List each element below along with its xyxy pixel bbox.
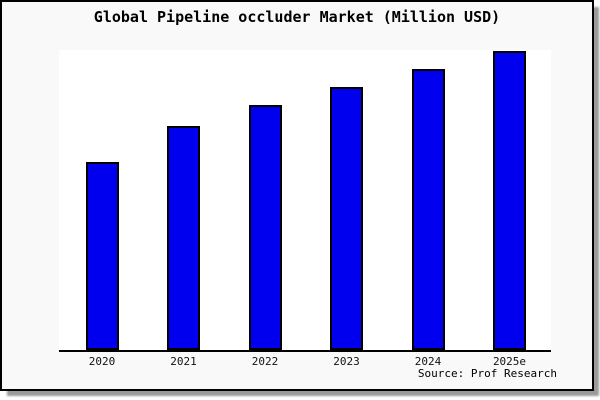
x-tick-label-2024: 2024 xyxy=(414,355,442,368)
bar-2022 xyxy=(248,105,282,350)
bar-2023 xyxy=(330,87,363,350)
x-tick-label-2025e: 2025e xyxy=(492,355,527,368)
bar-2020 xyxy=(85,162,119,350)
bar-2021 xyxy=(167,126,200,350)
x-tick-label-2021: 2021 xyxy=(170,355,197,368)
x-axis-ticks: 2020 2021 2022 2023 2024 2025e xyxy=(2,355,592,369)
bar-2024 xyxy=(411,69,445,350)
bar-2025e xyxy=(493,51,526,350)
x-tick-label-2020: 2020 xyxy=(88,355,116,368)
plot-area xyxy=(59,50,551,352)
x-tick-label-2022: 2022 xyxy=(251,355,279,368)
chart-title: Global Pipeline occluder Market (Million… xyxy=(93,8,501,26)
source-credit: Source: Prof Research xyxy=(417,367,557,380)
chart-card: Global Pipeline occluder Market (Million… xyxy=(0,0,594,391)
x-tick-label-2023: 2023 xyxy=(333,355,360,368)
